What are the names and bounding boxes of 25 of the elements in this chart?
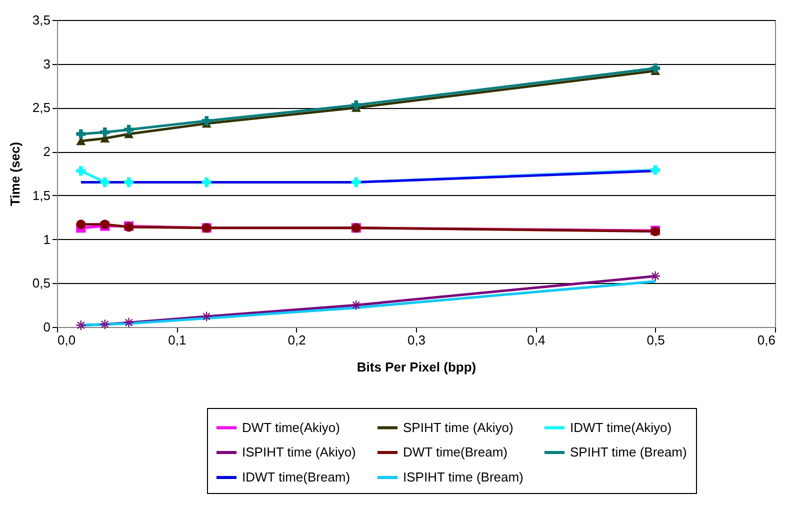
x-tick-label: 0,6 xyxy=(757,332,776,348)
y-tick-label: 3,5 xyxy=(32,12,50,28)
x-tick-label: 0,2 xyxy=(288,332,306,348)
legend-label: DWT time(Bream) xyxy=(403,444,508,460)
x-tick-label: 0,1 xyxy=(168,332,186,348)
y-axis-title: Time (sec) xyxy=(7,142,22,206)
y-tick-label: 2 xyxy=(43,144,50,160)
legend-label: SPIHT time (Akiyo) xyxy=(403,420,514,435)
x-tick-label: 0,0 xyxy=(58,332,76,348)
y-tick-label: 2,5 xyxy=(32,100,50,116)
legend-label: SPIHT time (Bream) xyxy=(570,444,687,460)
y-tick-label: 1 xyxy=(43,232,50,247)
legend-label: IDWT time(Bream) xyxy=(242,470,350,484)
x-axis-title: Bits Per Pixel (bpp) xyxy=(356,360,476,374)
x-tick-label: 0,4 xyxy=(527,332,546,348)
y-tick-label: 0 xyxy=(43,320,50,334)
x-tick-label: 0,3 xyxy=(407,332,426,348)
x-tick-label: 0,5 xyxy=(646,332,665,348)
y-tick-label: 0,5 xyxy=(32,276,50,291)
legend-label: ISPIHT time (Akiyo) xyxy=(242,444,356,460)
legend-label: IDWT time(Akiyo) xyxy=(570,420,672,435)
legend-label: ISPIHT time (Bream) xyxy=(403,470,524,484)
y-tick-label: 3 xyxy=(43,56,50,72)
legend-label: DWT time(Akiyo) xyxy=(242,420,340,435)
y-tick-label: 1,5 xyxy=(32,188,50,203)
